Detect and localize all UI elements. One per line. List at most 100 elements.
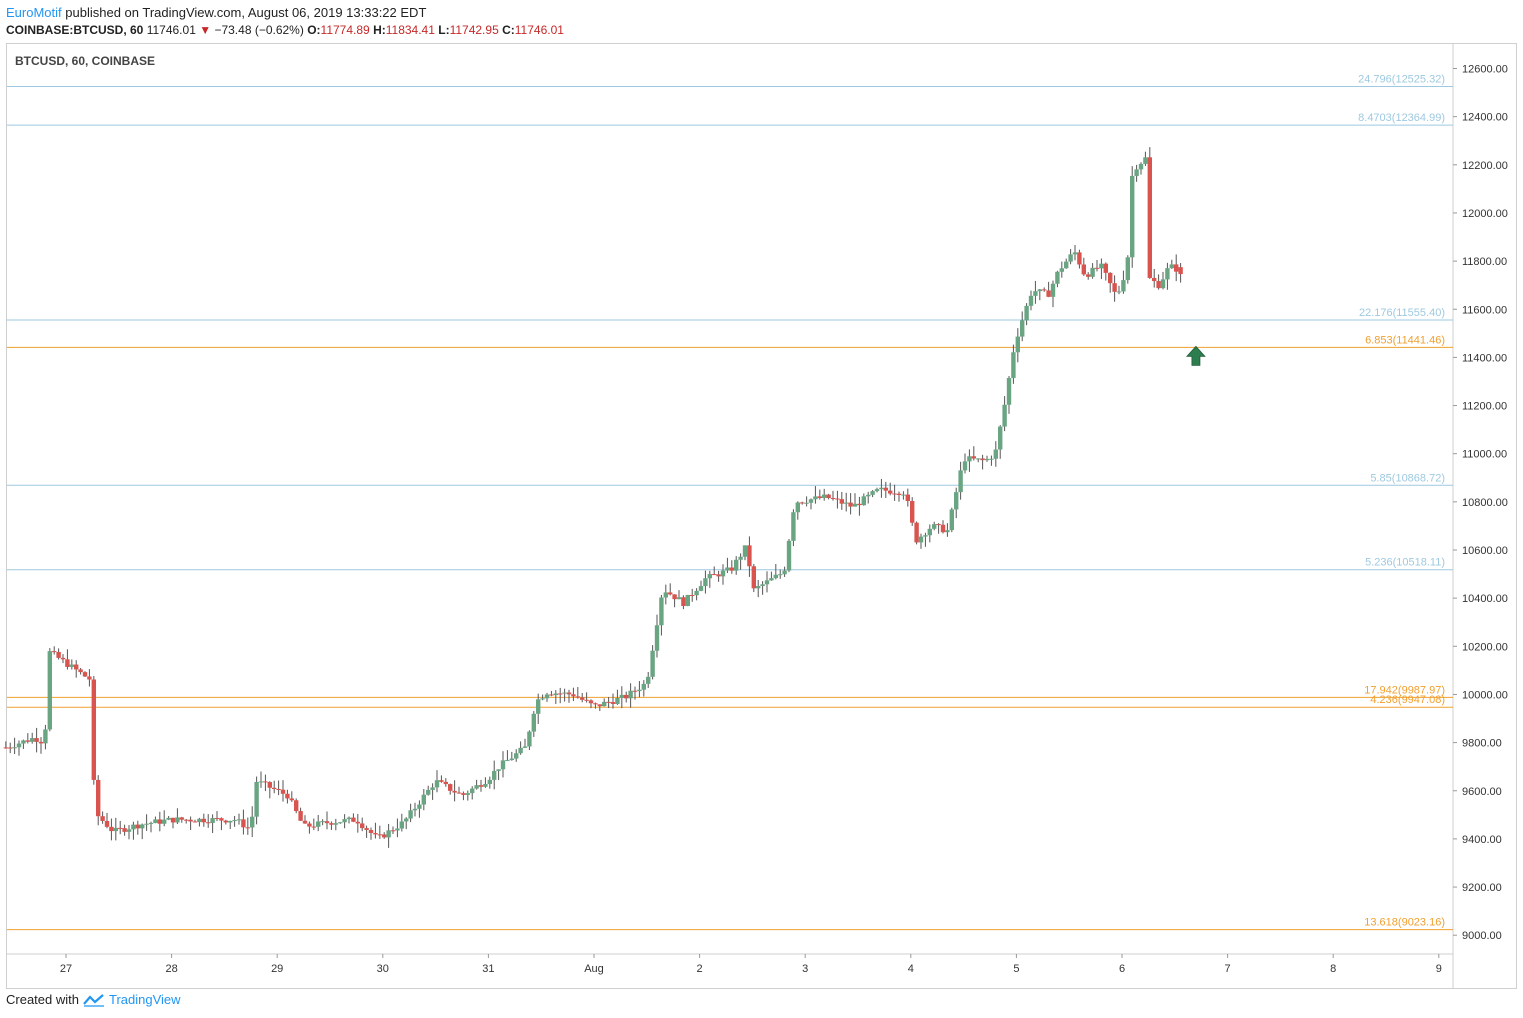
candle-body <box>285 793 290 799</box>
candle-body <box>12 747 17 749</box>
candle-body <box>276 789 281 791</box>
candle-body <box>298 811 303 821</box>
candle-body <box>280 789 286 794</box>
candle-body <box>1174 264 1179 272</box>
candle-body <box>712 574 717 576</box>
candle-body <box>219 818 224 821</box>
up-arrow-marker <box>1186 345 1206 366</box>
candle-body <box>487 779 493 784</box>
candle-body <box>835 498 840 500</box>
candle-body <box>241 819 246 828</box>
candle-body <box>320 821 325 823</box>
candle-body <box>404 818 409 822</box>
open-label: O: <box>307 23 321 37</box>
candle-body <box>47 651 53 730</box>
candle-body <box>914 522 919 543</box>
candle-body <box>329 823 334 825</box>
candle-body <box>311 826 317 828</box>
y-tick-label: 9400.00 <box>1462 834 1502 846</box>
candle-body <box>1068 254 1073 262</box>
candle-body <box>725 567 730 571</box>
y-tick-label: 12600.00 <box>1462 64 1508 76</box>
publish-info: EuroMotif published on TradingView.com, … <box>6 5 426 20</box>
candle-body <box>989 458 994 460</box>
candle-body <box>324 821 330 824</box>
change-value: −73.48 (−0.62%) <box>214 23 304 37</box>
y-tick-label: 9800.00 <box>1462 738 1502 750</box>
candle-body <box>984 458 990 461</box>
candle-body <box>800 502 805 504</box>
level-label: 5.85(10868.72) <box>1370 472 1445 484</box>
candle-body <box>958 470 963 493</box>
candle-body <box>1050 283 1056 297</box>
candle-body <box>232 820 237 822</box>
candle-body <box>615 698 620 704</box>
candle-body <box>113 827 119 832</box>
candle-body <box>553 693 559 696</box>
candle-body <box>720 570 726 577</box>
ohlc-bar: COINBASE:BTCUSD, 60 11746.01 ▼ −73.48 (−… <box>6 23 564 37</box>
created-with-text: Created with <box>6 992 79 1007</box>
x-tick-label: 7 <box>1225 963 1231 975</box>
author-link[interactable]: EuroMotif <box>6 5 62 20</box>
x-tick-label: 3 <box>802 963 808 975</box>
candle-body <box>641 683 647 690</box>
candle-body <box>443 781 449 785</box>
candle-body <box>316 821 321 827</box>
candle-body <box>954 492 959 510</box>
candle-body <box>157 819 163 824</box>
level-label: 8.4703(12364.99) <box>1358 112 1445 124</box>
candle-body <box>1143 157 1148 164</box>
candle-body <box>87 676 92 680</box>
candle-body <box>1147 157 1153 278</box>
candle-body <box>945 530 950 533</box>
candle-body <box>206 822 211 824</box>
candle-body <box>1099 263 1104 269</box>
candle-body <box>1086 274 1091 277</box>
candle-body <box>584 699 589 701</box>
candle-body <box>698 586 704 591</box>
candle-body <box>681 597 686 606</box>
candle-body <box>461 793 466 795</box>
candle-body <box>610 702 616 704</box>
candle-body <box>118 827 123 829</box>
candle-body <box>426 789 431 795</box>
candle-body <box>804 502 809 504</box>
candle-body <box>421 794 427 805</box>
candle-body <box>34 738 39 742</box>
candle-body <box>1134 169 1139 176</box>
candle-body <box>69 664 75 667</box>
candle-body <box>940 524 946 533</box>
candle-body <box>1042 289 1047 291</box>
candle-body <box>289 798 295 801</box>
candle-body <box>734 559 739 571</box>
candle-body <box>602 701 607 707</box>
candle-body <box>597 704 603 707</box>
candle-body <box>778 574 783 576</box>
candle-body <box>140 824 145 829</box>
candle-body <box>210 818 215 823</box>
candle-body <box>184 819 189 821</box>
candle-body <box>562 692 567 694</box>
candle-body <box>936 524 941 526</box>
candle-body <box>228 820 233 823</box>
candle-body <box>544 694 550 699</box>
x-tick-label: 8 <box>1330 963 1336 975</box>
candle-body <box>782 570 787 575</box>
candle-body <box>760 584 765 587</box>
candle-body <box>892 493 897 495</box>
candle-body <box>593 703 598 705</box>
candle-body <box>923 535 928 537</box>
candle-body <box>478 785 484 787</box>
candle-body <box>162 819 167 824</box>
candle-body <box>470 788 475 794</box>
candle-body <box>883 487 889 491</box>
candle-body <box>201 818 207 823</box>
tradingview-brand-link[interactable]: TradingView <box>108 992 181 1007</box>
candle-body <box>1002 404 1007 427</box>
candle-body <box>452 790 457 793</box>
candle-body <box>1024 305 1029 321</box>
candle-body <box>707 574 713 579</box>
candle-body <box>1116 291 1122 293</box>
